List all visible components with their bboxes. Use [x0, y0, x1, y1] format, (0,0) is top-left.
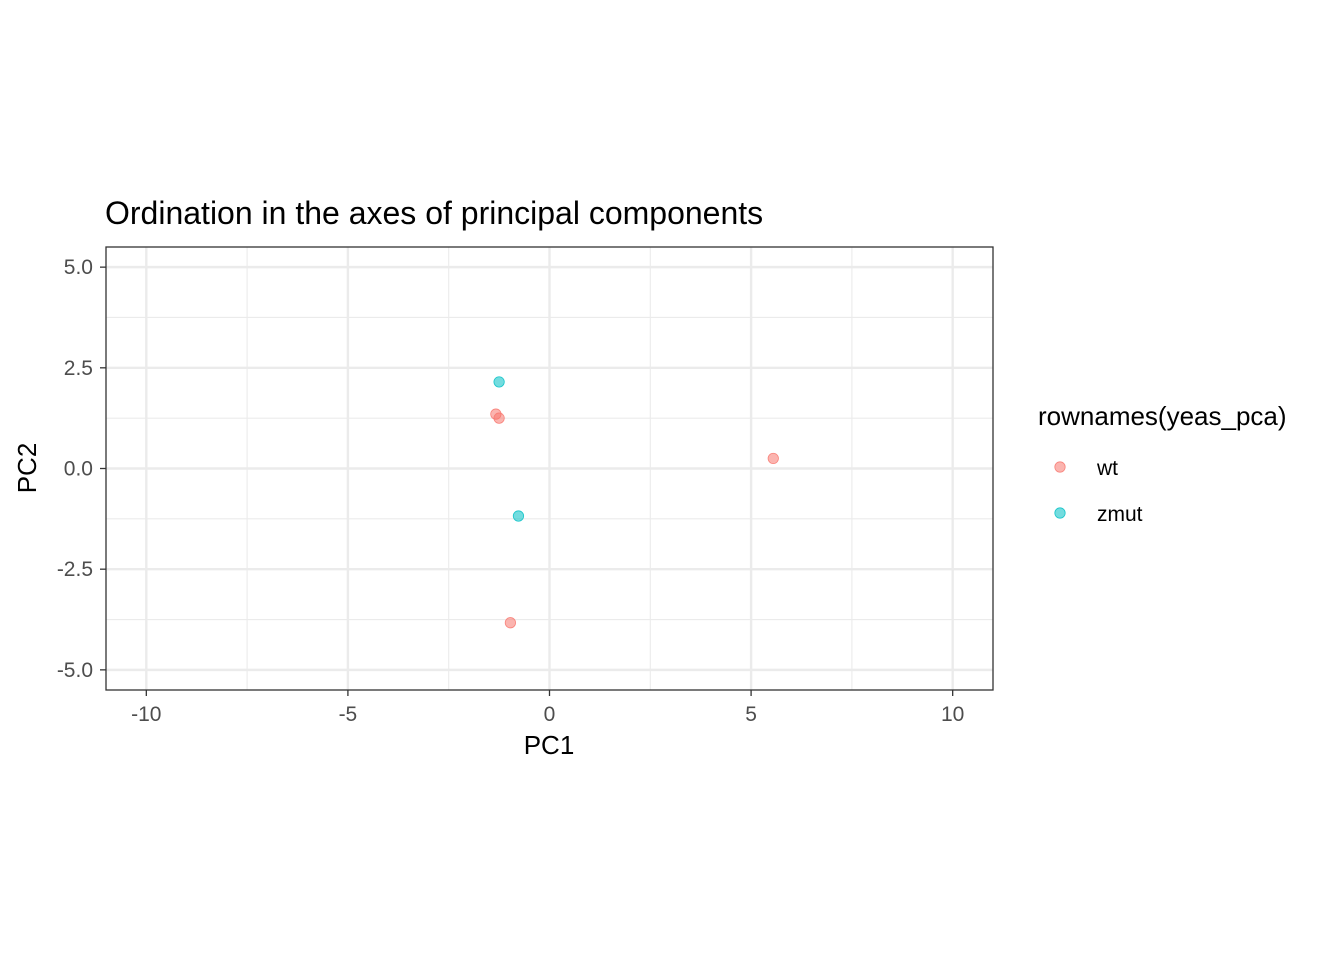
y-tick-label: 2.5 [64, 357, 93, 380]
y-axis-title: PC2 [12, 443, 42, 494]
y-tick-label: -5.0 [57, 659, 93, 682]
y-tick-label: 5.0 [64, 256, 93, 279]
data-point-wt [504, 617, 516, 629]
data-point-zmut [493, 376, 505, 388]
legend-key-wt [1054, 461, 1066, 473]
x-axis-title: PC1 [524, 730, 575, 760]
legend-key-zmut [1054, 507, 1066, 519]
x-tick-label: 0 [544, 703, 556, 726]
x-tick-label: -5 [339, 703, 358, 726]
legend-items: wt zmut [1054, 457, 1143, 526]
legend-title: rownames(yeas_pca) [1038, 401, 1287, 431]
x-tick-label: 10 [941, 703, 964, 726]
y-tick-label: 0.0 [64, 458, 93, 481]
x-tick-label: 5 [745, 703, 757, 726]
chart-title: Ordination in the axes of principal comp… [105, 195, 763, 231]
x-tick-label: -10 [131, 703, 161, 726]
x-axis: -10 -5 0 5 10 [131, 690, 964, 726]
data-point-zmut [512, 510, 525, 522]
y-axis: -5.0 -2.5 0.0 2.5 5.0 [57, 256, 106, 682]
data-point-wt [493, 412, 505, 424]
data-points [490, 376, 779, 629]
data-point-wt [767, 452, 779, 465]
legend-label-wt: wt [1096, 457, 1118, 480]
y-tick-label: -2.5 [57, 558, 93, 581]
major-gridlines [106, 247, 993, 690]
legend-label-zmut: zmut [1097, 503, 1143, 526]
legend: rownames(yeas_pca) wt zmut [1038, 401, 1287, 526]
